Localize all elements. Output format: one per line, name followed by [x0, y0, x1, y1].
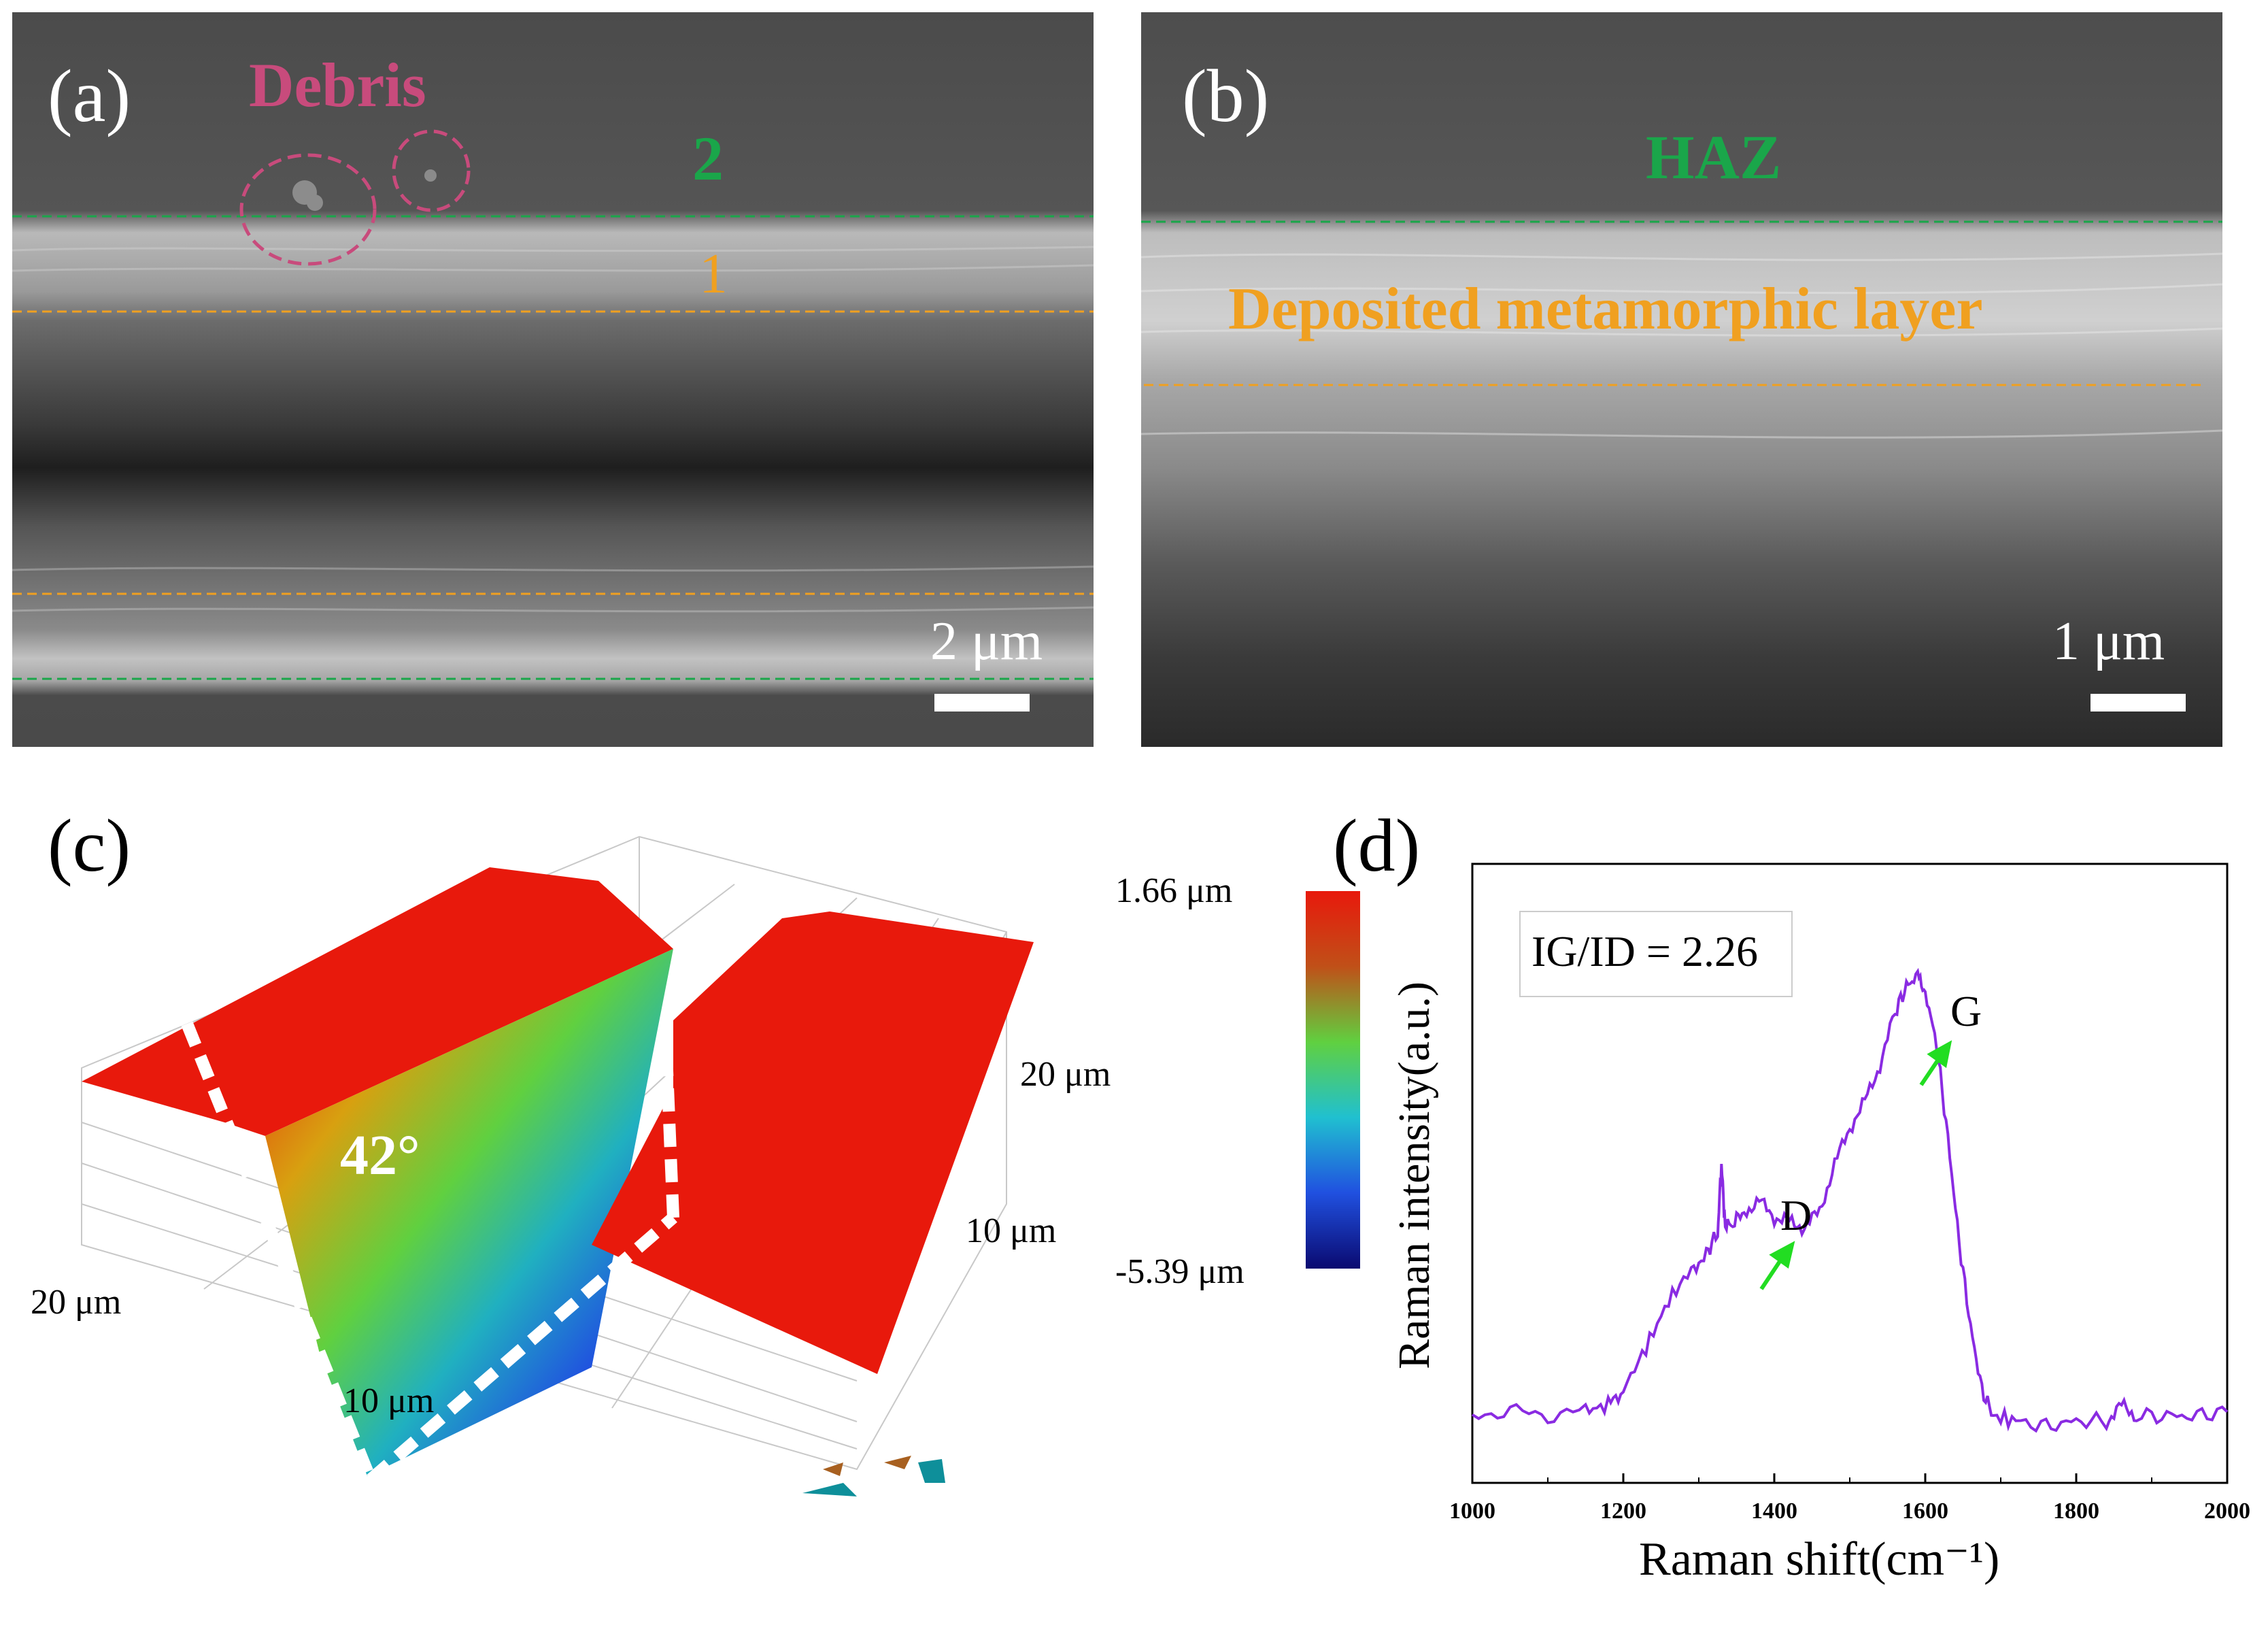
axis-label-y-mid: 10 μm: [966, 1211, 1056, 1251]
x-tick-label: 1400: [1751, 1499, 1797, 1524]
metamorphic-layer-label: Deposited metamorphic layer: [1228, 275, 1983, 344]
zone-2-label: 2: [692, 122, 724, 195]
panel-b-scale-bar: [2091, 694, 2186, 712]
axis-label-y-far: 20 μm: [1020, 1054, 1111, 1094]
debris-label: Debris: [249, 49, 426, 121]
x-tick-label: 1800: [2053, 1499, 2099, 1524]
panel-a-scale-bar: [934, 694, 1030, 712]
x-tick-label: 2000: [2204, 1499, 2250, 1524]
panel-c-label: (c): [48, 803, 131, 889]
x-axis-title: Raman shift(cm⁻¹): [1639, 1530, 1999, 1587]
angle-label: 42°: [340, 1122, 420, 1188]
panel-b-scale-label: 1 μm: [2052, 611, 2165, 673]
x-tick-label: 1000: [1449, 1499, 1495, 1524]
panel-b-label: (b): [1182, 53, 1269, 139]
panel-c-debris-shapes: [802, 1456, 945, 1496]
panel-d-label: (d): [1333, 803, 1420, 889]
axis-label-x-left: 20 μm: [31, 1282, 121, 1322]
ratio-annotation: IG/ID = 2.26: [1531, 926, 1758, 977]
x-tick-label: 1200: [1600, 1499, 1646, 1524]
panel-b-sem-image: (b) HAZ Deposited metamorphic layer 1 μm: [1141, 12, 2222, 747]
y-axis-title: Raman intensity(a.u.): [1389, 937, 1440, 1413]
panel-c-3d-profile: (c) 42° 20 μm 10 μm 20 μm 10 μm 1.66 μm …: [0, 782, 1374, 1544]
panel-a-sem-image: (a) Debris 2 1 2 μm: [12, 12, 1094, 747]
peak-label-g: G: [1950, 986, 1982, 1037]
axis-label-x-mid: 10 μm: [343, 1381, 434, 1421]
haz-label: HAZ: [1646, 121, 1781, 193]
colorbar-min-label: -5.39 μm: [1115, 1252, 1245, 1292]
peak-label-d: D: [1780, 1190, 1812, 1241]
colorbar-max-label: 1.66 μm: [1115, 871, 1232, 911]
panel-a-scale-label: 2 μm: [930, 611, 1043, 673]
zone-1-label: 1: [699, 241, 728, 307]
panel-d-raman-chart: 1000 1200 1400 1600 1800 2000 (d) IG/ID = 2.2…: [1360, 782, 2258, 1619]
peak-arrows: [1761, 1044, 1949, 1289]
colorbar-gradient: [1306, 891, 1360, 1269]
raman-series-line: [1472, 971, 2227, 1431]
panel-a-label: (a): [48, 53, 131, 139]
x-tick-label: 1600: [1902, 1499, 1948, 1524]
